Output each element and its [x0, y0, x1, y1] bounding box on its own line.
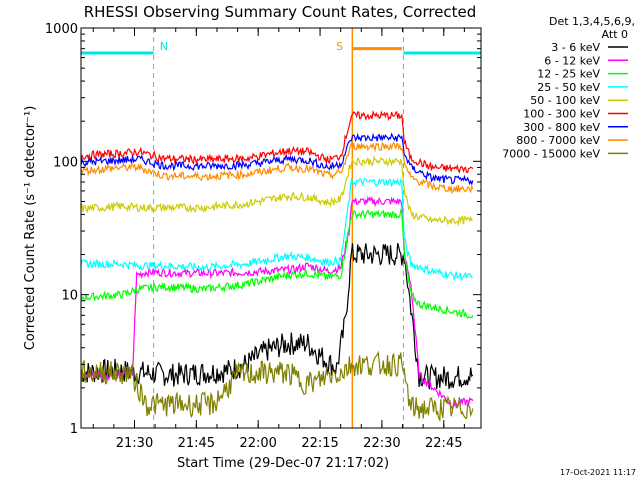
y-axis-label: Corrected Count Rate (s⁻¹ detector⁻¹) — [23, 106, 38, 351]
plot-frame — [80, 27, 482, 429]
x-tick-label: 22:15 — [301, 436, 338, 451]
series-line — [80, 141, 474, 195]
series-line — [80, 242, 474, 390]
annotation-label: N — [160, 40, 168, 53]
series-line — [80, 350, 474, 423]
legend-header-2: Att 0 — [602, 28, 628, 41]
y-tick-label: 1000 — [45, 22, 78, 37]
annotation-label: S — [336, 40, 343, 53]
x-tick-label: 22:00 — [239, 436, 276, 451]
y-tick-label: 10 — [61, 289, 78, 304]
series-line — [80, 208, 474, 319]
x-tick-label: 22:45 — [425, 436, 462, 451]
legend-label: 12 - 25 keV — [537, 68, 600, 81]
legend-label: 6 - 12 keV — [544, 54, 600, 67]
x-tick-label: 22:30 — [363, 436, 400, 451]
y-tick-label: 1 — [70, 422, 78, 437]
legend-label: 800 - 7000 keV — [516, 134, 600, 147]
series-line — [80, 132, 474, 187]
footer-timestamp: 17-Oct-2021 11:17 — [560, 468, 636, 477]
series-line — [80, 109, 474, 174]
x-tick-label: 21:30 — [116, 436, 153, 451]
chart-title: RHESSI Observing Summary Count Rates, Co… — [84, 3, 477, 21]
x-axis-label: Start Time (29-Dec-07 21:17:02) — [177, 456, 389, 471]
legend-label: 100 - 300 keV — [523, 108, 600, 121]
legend-label: 25 - 50 keV — [537, 81, 600, 94]
series-line — [80, 177, 473, 282]
legend-label: 300 - 800 keV — [523, 121, 600, 134]
legend-label: 7000 - 15000 keV — [502, 147, 600, 160]
legend-label: 3 - 6 keV — [551, 41, 600, 54]
legend-label: 50 - 100 keV — [530, 94, 600, 107]
legend-header-1: Det 1,3,4,5,6,9, — [549, 15, 635, 28]
x-tick-label: 21:45 — [178, 436, 215, 451]
y-tick-label: 100 — [53, 155, 78, 170]
series-line — [80, 155, 473, 227]
axis-ticks: 1 10 100 1000 21:30 21:45 22:00 22:15 22:30 22:45 — [45, 22, 481, 451]
